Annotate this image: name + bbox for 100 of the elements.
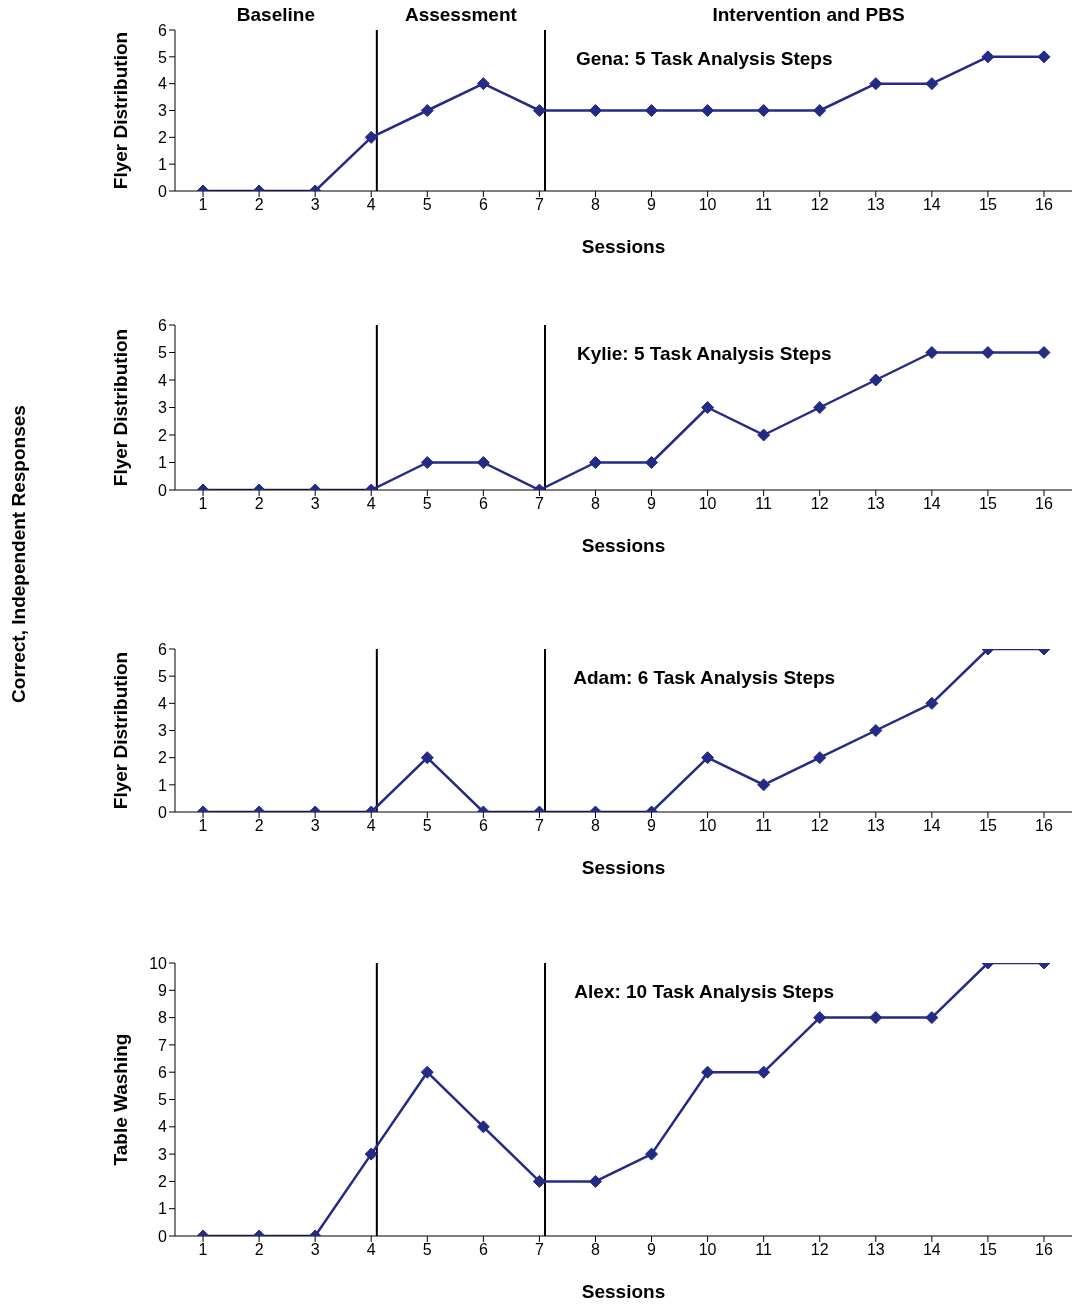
text: Gena: 5 Task Analysis Steps	[574, 48, 834, 70]
x-tick-label: 3	[310, 196, 320, 214]
x-tick-label: 10	[698, 196, 717, 214]
x-tick-label: 9	[647, 817, 657, 835]
x-tick-label: 7	[534, 495, 544, 513]
x-tick-label: 6	[478, 1241, 488, 1259]
y-tick-label: 3	[158, 722, 168, 740]
y-tick-label: 2	[158, 129, 168, 147]
point	[645, 104, 659, 117]
y-tick-label: 4	[158, 695, 168, 713]
x-tick-label: 7	[534, 1241, 544, 1259]
point	[1037, 50, 1051, 64]
text: Intervention and PBS	[711, 4, 906, 26]
point	[869, 373, 883, 387]
x-tick-label: 13	[866, 1241, 885, 1259]
y-tick-label: 5	[158, 1091, 168, 1109]
y-tick-label: 2	[158, 749, 168, 767]
point	[476, 1120, 490, 1134]
y-tick-label: 0	[158, 803, 168, 821]
y-tick-label: 6	[158, 316, 168, 334]
y-tick-label: 4	[158, 1118, 168, 1136]
y-tick-label: 0	[158, 1227, 168, 1245]
y-tick-label: 3	[158, 399, 168, 417]
x-tick-label: 6	[478, 196, 488, 214]
point	[701, 1065, 715, 1079]
x-tick-label: 2	[254, 817, 264, 835]
y-tick-label: 5	[158, 667, 168, 685]
x-tick-label: 4	[366, 817, 376, 835]
x-tick-label: 3	[310, 817, 320, 835]
point	[1037, 346, 1051, 359]
y-tick-label: 3	[158, 102, 168, 120]
x-tick-label: 16	[1035, 495, 1053, 513]
x-tick-label: 12	[810, 196, 829, 214]
y-axis-title: Flyer Distribution	[109, 31, 131, 190]
x-tick-label: 11	[755, 817, 773, 835]
text: Adam: 6 Task Analysis Steps	[572, 667, 837, 689]
x-axis-title: Sessions	[581, 857, 666, 878]
y-tick-label: 10	[149, 954, 168, 972]
x-tick-label: 15	[979, 817, 997, 835]
x-tick-label: 11	[755, 495, 773, 513]
y-tick-label: 1	[158, 454, 168, 472]
x-tick-label: 1	[198, 196, 208, 214]
point	[420, 104, 434, 117]
y-tick-label: 6	[158, 1063, 168, 1081]
y-axis-title: Table Washing	[109, 1033, 131, 1166]
x-tick-label: 9	[647, 495, 657, 513]
point	[701, 401, 715, 414]
point	[532, 104, 546, 117]
text: Alex: 10 Task Analysis Steps	[573, 981, 836, 1003]
x-axis-title: Sessions	[581, 1281, 666, 1302]
x-tick-label: 3	[310, 1241, 320, 1259]
x-tick-label: 9	[647, 196, 657, 214]
point	[757, 1065, 771, 1079]
y-tick-label: 5	[158, 344, 168, 362]
x-tick-label: 12	[810, 495, 829, 513]
x-tick-label: 10	[698, 495, 717, 513]
y-tick-label: 4	[158, 371, 168, 389]
x-tick-label: 13	[866, 196, 885, 214]
y-tick-label: 0	[158, 182, 168, 200]
x-tick-label: 16	[1035, 817, 1053, 835]
x-tick-label: 16	[1035, 196, 1053, 214]
x-tick-label: 14	[922, 495, 941, 513]
point	[588, 104, 602, 117]
x-tick-label: 10	[698, 817, 717, 835]
y-tick-label: 6	[158, 640, 168, 658]
point	[420, 1065, 434, 1079]
x-axis-title: Sessions	[581, 236, 666, 257]
point	[757, 428, 771, 442]
x-tick-label: 8	[591, 196, 601, 214]
point	[925, 1011, 939, 1025]
point	[645, 1147, 659, 1161]
point	[981, 346, 995, 359]
x-tick-label: 11	[755, 196, 773, 214]
y-tick-label: 1	[158, 155, 168, 173]
x-tick-label: 5	[422, 495, 432, 513]
point	[925, 346, 939, 359]
x-tick-label: 4	[366, 1241, 376, 1259]
point	[813, 401, 827, 414]
x-tick-label: 9	[647, 1241, 657, 1259]
x-tick-label: 2	[254, 495, 264, 513]
point	[925, 77, 939, 91]
point	[476, 77, 490, 91]
y-tick-label: 1	[158, 776, 168, 794]
point	[981, 50, 995, 64]
x-tick-label: 11	[755, 1241, 773, 1259]
x-tick-label: 16	[1035, 1241, 1053, 1259]
x-tick-label: 4	[366, 196, 376, 214]
point	[701, 751, 715, 765]
x-axis-title: Sessions	[581, 535, 666, 556]
point	[701, 104, 715, 117]
point	[364, 130, 378, 144]
y-tick-label: 7	[158, 1036, 168, 1054]
y-tick-label: 9	[158, 981, 168, 999]
text: Correct, Independent Responses	[8, 404, 30, 705]
x-tick-label: 15	[979, 196, 997, 214]
x-tick-label: 3	[310, 495, 320, 513]
x-tick-label: 13	[866, 495, 885, 513]
y-tick-label: 1	[158, 1200, 168, 1218]
x-tick-label: 8	[591, 817, 601, 835]
x-tick-label: 15	[979, 1241, 997, 1259]
